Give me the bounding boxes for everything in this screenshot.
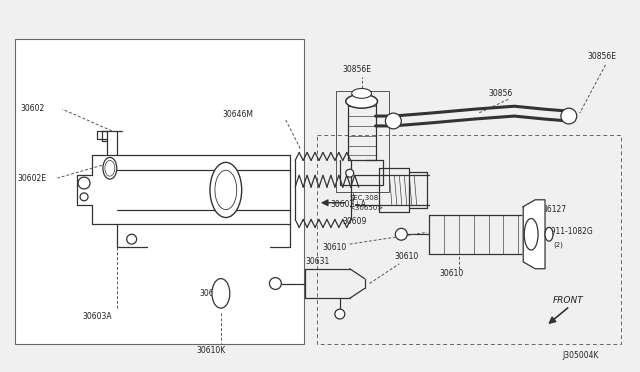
Text: FRONT: FRONT bbox=[553, 296, 584, 305]
Circle shape bbox=[346, 169, 354, 177]
Circle shape bbox=[269, 278, 282, 289]
Ellipse shape bbox=[215, 170, 237, 210]
Text: 08911-1082G: 08911-1082G bbox=[541, 227, 593, 236]
Circle shape bbox=[396, 228, 407, 240]
Ellipse shape bbox=[524, 218, 538, 250]
Text: 30610: 30610 bbox=[439, 269, 463, 278]
Text: 3061B: 3061B bbox=[199, 289, 223, 298]
Bar bbox=[15, 39, 304, 344]
Ellipse shape bbox=[105, 160, 115, 176]
Text: 30856E: 30856E bbox=[343, 65, 372, 74]
Text: <30650>: <30650> bbox=[349, 205, 384, 211]
Text: 30610: 30610 bbox=[322, 243, 346, 251]
Ellipse shape bbox=[212, 279, 230, 308]
Text: 30602E: 30602E bbox=[18, 174, 47, 183]
Text: J305004K: J305004K bbox=[563, 351, 600, 360]
Circle shape bbox=[127, 234, 136, 244]
Bar bbox=[317, 135, 621, 344]
Text: 30631: 30631 bbox=[305, 257, 330, 266]
Circle shape bbox=[80, 193, 88, 201]
Text: 46127: 46127 bbox=[543, 205, 567, 214]
Text: 30856E: 30856E bbox=[588, 52, 617, 61]
Ellipse shape bbox=[210, 162, 242, 218]
Text: 30602: 30602 bbox=[20, 104, 45, 113]
Text: 30856: 30856 bbox=[488, 89, 513, 98]
Text: 30603A: 30603A bbox=[82, 311, 112, 321]
Circle shape bbox=[385, 113, 401, 129]
Ellipse shape bbox=[103, 157, 116, 179]
Circle shape bbox=[335, 309, 345, 319]
Text: 30609: 30609 bbox=[343, 217, 367, 226]
Circle shape bbox=[561, 108, 577, 124]
Circle shape bbox=[78, 177, 90, 189]
Ellipse shape bbox=[545, 227, 553, 241]
Text: SEC.308: SEC.308 bbox=[349, 195, 379, 201]
Ellipse shape bbox=[352, 89, 372, 98]
Bar bbox=[336, 92, 389, 192]
Text: (2): (2) bbox=[553, 242, 563, 248]
Text: 30610: 30610 bbox=[394, 253, 419, 262]
Text: 30602+A: 30602+A bbox=[330, 200, 366, 209]
Text: 30646M: 30646M bbox=[223, 110, 254, 119]
Text: 30610K: 30610K bbox=[196, 346, 225, 355]
Polygon shape bbox=[524, 200, 545, 269]
Ellipse shape bbox=[346, 94, 378, 108]
